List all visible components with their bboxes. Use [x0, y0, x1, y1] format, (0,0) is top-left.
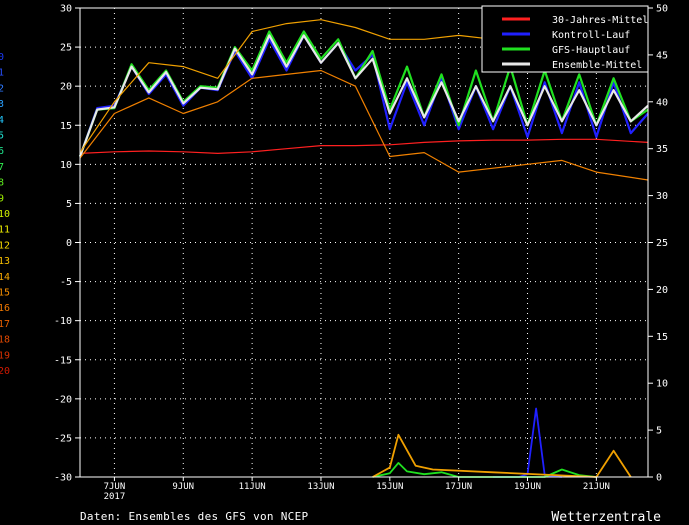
x-tick-label: 21JUN	[583, 482, 610, 492]
ensemble-member-label: P4	[0, 115, 4, 126]
series-line	[79, 138, 649, 154]
ensemble-member-label: P5	[0, 131, 4, 142]
x-tick-label: 13JUN	[307, 482, 334, 492]
y-right-tick-label: 10	[656, 379, 668, 390]
x-tick-label: 9JUN	[172, 482, 194, 492]
y-left-tick-label: -25	[54, 433, 72, 444]
precip-line	[372, 461, 597, 478]
ensemble-member-label: P11	[0, 225, 10, 236]
y-left-tick-label: 30	[60, 4, 72, 15]
y-right-tick-label: 40	[656, 97, 668, 108]
data-source-note: Daten: Ensembles des GFS von NCEP	[80, 510, 309, 523]
x-tick-label: 7JUN	[104, 482, 126, 492]
ensemble-member-label: P0	[0, 52, 4, 63]
y-right-tick-label: 35	[656, 144, 668, 155]
ensemble-member-label: P1	[0, 68, 4, 79]
y-left-tick-label: -5	[60, 277, 72, 288]
legend-box	[481, 5, 649, 73]
y-right-tick-label: 25	[656, 238, 668, 249]
y-left-tick-label: 5	[66, 199, 72, 210]
legend-label: 30-Jahres-Mittel	[552, 15, 648, 26]
y-left-tick-label: -20	[54, 394, 72, 405]
y-left-tick-label: -15	[54, 355, 72, 366]
ensemble-member-label: P13	[0, 256, 10, 267]
ensemble-member-label: P10	[0, 209, 10, 220]
precip-line	[372, 433, 632, 478]
ensemble-member-label: P12	[0, 240, 10, 251]
ensemble-member-label: P20	[0, 366, 10, 377]
x-tick-label: 19JUN	[514, 482, 541, 492]
ensemble-member-labels: P0 P1 P2 P3 P4 P5 P6 P7 P8 P9 P10 P11 P12 P13 P14 P15 P1…	[0, 52, 10, 377]
y-right-tick-label: 30	[656, 191, 668, 202]
y-left-tick-label: 25	[60, 43, 72, 54]
series-line	[78, 34, 649, 157]
y-left-tick-label: -30	[54, 473, 72, 484]
x-tick-label: 17JUN	[445, 482, 472, 492]
brand-label: Wetterzentrale	[551, 510, 661, 525]
legend-label: Kontroll-Lauf	[552, 30, 630, 41]
y-right-tick-label: 50	[656, 4, 668, 15]
ensemble-member-label: P7	[0, 162, 4, 173]
ensemble-member-label: P15	[0, 288, 10, 299]
y-right-tick-label: 0	[656, 473, 662, 484]
y-left-tick-label: -10	[54, 316, 72, 327]
y-left-tick-label: 0	[66, 238, 72, 249]
y-left-tick-label: 10	[60, 160, 72, 171]
ensemble-member-label: P3	[0, 99, 4, 110]
ensemble-member-label: P2	[0, 83, 4, 94]
ensemble-member-label: P18	[0, 335, 10, 346]
y-left-tick-label: 20	[60, 82, 72, 93]
ensemble-member-label: P9	[0, 193, 4, 204]
y-right-tick-label: 45	[656, 50, 668, 61]
y-right-tick-label: 20	[656, 285, 668, 296]
axis-layer: 302520151050-5-10-15-20-25-3050454035302…	[54, 4, 668, 503]
ensemble-member-label: P16	[0, 303, 10, 314]
legend: 30-Jahres-Mittel Kontroll-Lauf GFS-Hauptla…	[481, 5, 649, 73]
y-left-tick-label: 15	[60, 121, 72, 132]
ensemble-member-label: P8	[0, 178, 4, 189]
series-layer	[78, 19, 649, 478]
x-tick-sublabel: 2017	[104, 492, 126, 502]
legend-label: GFS-Hauptlauf	[552, 45, 630, 56]
ensemble-member-label: P19	[0, 350, 10, 361]
x-tick-label: 15JUN	[376, 482, 403, 492]
ensemble-member-label: P17	[0, 319, 10, 330]
x-tick-label: 11JUN	[239, 482, 266, 492]
ensemble-member-label: P6	[0, 146, 4, 157]
ensemble-member-label: P14	[0, 272, 10, 283]
series-line	[79, 69, 649, 181]
grid-layer	[80, 7, 648, 478]
y-right-tick-label: 5	[656, 426, 662, 437]
y-right-tick-label: 15	[656, 332, 668, 343]
legend-label: Ensemble-Mittel	[552, 60, 642, 71]
